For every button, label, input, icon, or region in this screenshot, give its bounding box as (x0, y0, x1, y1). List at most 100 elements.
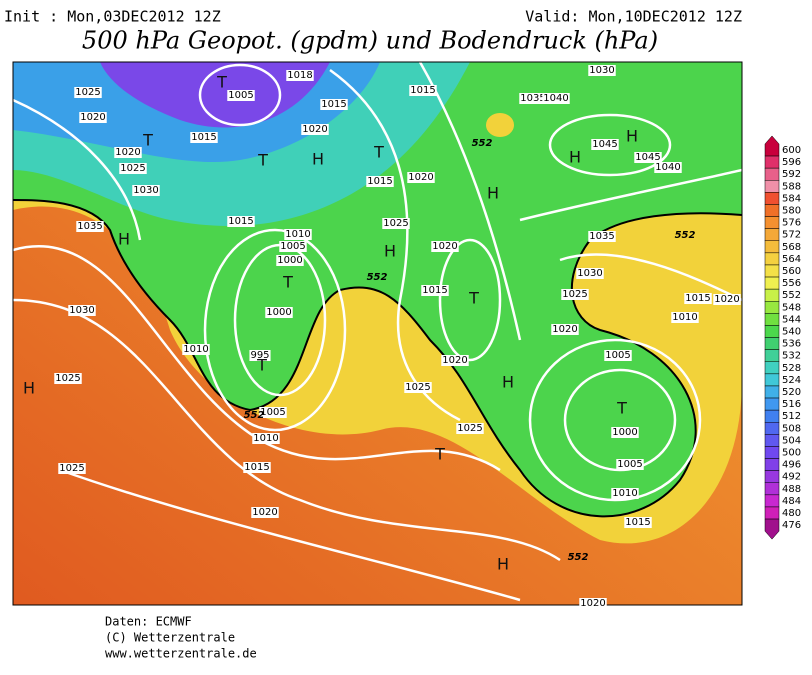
colorbar-label: 520 (782, 387, 801, 398)
contour-label: 552 (472, 138, 493, 149)
isobar-label-bg (265, 307, 293, 318)
isobar-label: 1025 (55, 373, 80, 384)
colorbar-cell (764, 252, 780, 266)
isobar-label-bg (421, 285, 449, 296)
colorbar-cell (764, 349, 780, 362)
colorbar-label: 536 (782, 339, 801, 350)
isobar-label-bg (611, 488, 639, 499)
pressure-center: H (502, 373, 514, 392)
isobar-label: 1025 (405, 382, 430, 393)
colorbar-cell (764, 446, 780, 459)
isobar-label: 1005 (228, 90, 253, 101)
pressure-center: T (616, 399, 627, 418)
colorbar-label: 532 (782, 351, 801, 362)
contour-552 (13, 199, 742, 518)
footer-line: www.wetterzentrale.de (105, 647, 257, 661)
isobar-label: 1015 (685, 293, 710, 304)
colorbar-label: 580 (782, 206, 801, 217)
colorbar-cell (764, 135, 780, 157)
isobar-label: 1030 (577, 268, 602, 279)
isobar-label: 1020 (302, 124, 327, 135)
map-title: 500 hPa Geopot. (gpdm) und Bodendruck (h… (82, 27, 658, 55)
isobar-label: 1025 (562, 289, 587, 300)
isobar-label: 1010 (183, 344, 208, 355)
isobar-label: 1040 (655, 162, 680, 173)
isobar-label-bg (320, 99, 348, 110)
colorbar-label: 516 (782, 399, 801, 410)
isobar-label-bg (634, 152, 662, 163)
colorbar-label: 596 (782, 157, 801, 168)
pressure-center: H (626, 127, 638, 146)
colorbar-cell (764, 470, 780, 483)
isobar-label: 1020 (580, 598, 605, 609)
contour-label: 552 (675, 230, 696, 241)
isobar-label: 1020 (552, 324, 577, 335)
footer-line: Daten: ECMWF (105, 615, 192, 629)
isobar-label-bg (114, 147, 142, 158)
colorbar-cell (764, 482, 780, 496)
colorbar-cell (764, 518, 780, 540)
isobar-label-bg (519, 93, 547, 104)
isobar-label: 1025 (59, 463, 84, 474)
isobar-label-bg (58, 463, 86, 474)
colorbar-label: 556 (782, 278, 801, 289)
colorbar-cell (764, 373, 780, 387)
colorbar-label: 540 (782, 327, 801, 338)
isobar-label: 1015 (191, 132, 216, 143)
isobar-label: 1005 (260, 407, 285, 418)
band-yellow-patch (486, 113, 514, 137)
isobar-label-bg (301, 124, 329, 135)
isobar-label: 1020 (714, 294, 739, 305)
colorbar-cell (764, 422, 780, 435)
isobar-label-bg (79, 112, 107, 123)
pressure-center: H (487, 184, 499, 203)
colorbar-label: 492 (782, 472, 801, 483)
colorbar-label: 552 (782, 290, 801, 301)
colorbar-cell (764, 204, 780, 217)
isobar-label: 1000 (612, 427, 637, 438)
colorbar-cell (764, 155, 780, 169)
pressure-center: T (282, 273, 293, 292)
isobar-label: 1025 (457, 423, 482, 434)
isobar-label-bg (588, 231, 616, 242)
isobar-label-bg (456, 423, 484, 434)
colorbar-label: 528 (782, 363, 801, 374)
pressure-center: H (312, 150, 324, 169)
isobar-label: 1040 (543, 93, 568, 104)
isobar-label: 1025 (120, 163, 145, 174)
isobar-label-bg (684, 293, 712, 304)
colorbar-cell (764, 434, 780, 447)
isobar-label-bg (251, 507, 279, 518)
isobar-label-bg (259, 407, 287, 418)
isobar-label-bg (616, 459, 644, 470)
isobar-label: 1030 (589, 65, 614, 76)
colorbar-cell (764, 506, 780, 520)
colorbar-label: 524 (782, 375, 801, 386)
init-time: Init : Mon,03DEC2012 12Z (4, 8, 221, 26)
pressure-center: T (216, 73, 227, 92)
isobar-label: 1015 (228, 216, 253, 227)
colorbar-cell (764, 288, 780, 302)
map-frame (12, 61, 743, 606)
contour-label: 552 (244, 410, 265, 421)
isobar-label: 1035 (520, 93, 545, 104)
isobar-label-bg (579, 598, 607, 609)
isobar-label-bg (382, 218, 410, 229)
colorbar-cell (764, 361, 780, 375)
isobar-label-bg (243, 462, 271, 473)
colorbar-cell (764, 216, 780, 229)
pressure-center: H (497, 555, 509, 574)
isobar-label: 1045 (635, 152, 660, 163)
isobar-label-bg (542, 93, 570, 104)
isobar-label: 1025 (383, 218, 408, 229)
isobar-label: 1020 (252, 507, 277, 518)
isobar-label: 1010 (672, 312, 697, 323)
colorbar-label: 488 (782, 484, 801, 495)
isobar-label: 1015 (367, 176, 392, 187)
colorbar-cell (764, 228, 780, 241)
isobar-label-bg (286, 70, 314, 81)
colorbar-cell (764, 276, 780, 290)
colorbar-cell (764, 167, 780, 181)
colorbar-label: 480 (782, 508, 801, 519)
isobar-label-bg (227, 216, 255, 227)
